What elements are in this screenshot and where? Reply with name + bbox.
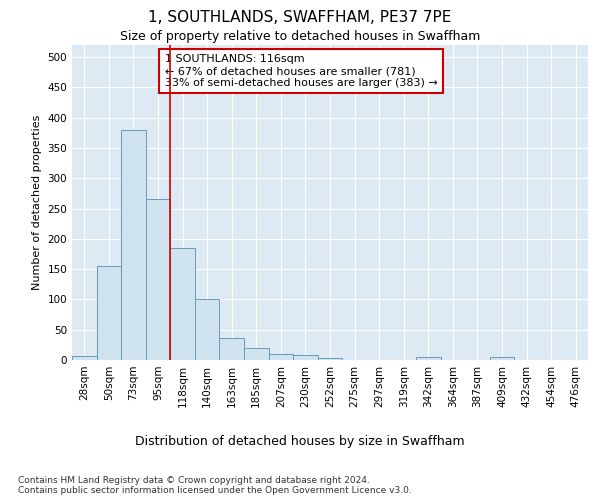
Bar [220,338,244,360]
Bar [269,354,293,360]
Text: 1, SOUTHLANDS, SWAFFHAM, PE37 7PE: 1, SOUTHLANDS, SWAFFHAM, PE37 7PE [148,10,452,25]
Bar [195,300,220,360]
Bar [293,354,318,360]
Text: Size of property relative to detached houses in Swaffham: Size of property relative to detached ho… [120,30,480,43]
Bar [170,248,195,360]
Bar [121,130,146,360]
Text: Distribution of detached houses by size in Swaffham: Distribution of detached houses by size … [135,435,465,448]
Bar [416,357,440,360]
Text: 1 SOUTHLANDS: 116sqm
← 67% of detached houses are smaller (781)
33% of semi-deta: 1 SOUTHLANDS: 116sqm ← 67% of detached h… [165,54,437,88]
Bar [72,356,97,360]
Bar [146,200,170,360]
Bar [318,358,342,360]
Text: Contains HM Land Registry data © Crown copyright and database right 2024.
Contai: Contains HM Land Registry data © Crown c… [18,476,412,495]
Bar [244,348,269,360]
Bar [490,357,514,360]
Y-axis label: Number of detached properties: Number of detached properties [32,115,42,290]
Bar [97,266,121,360]
